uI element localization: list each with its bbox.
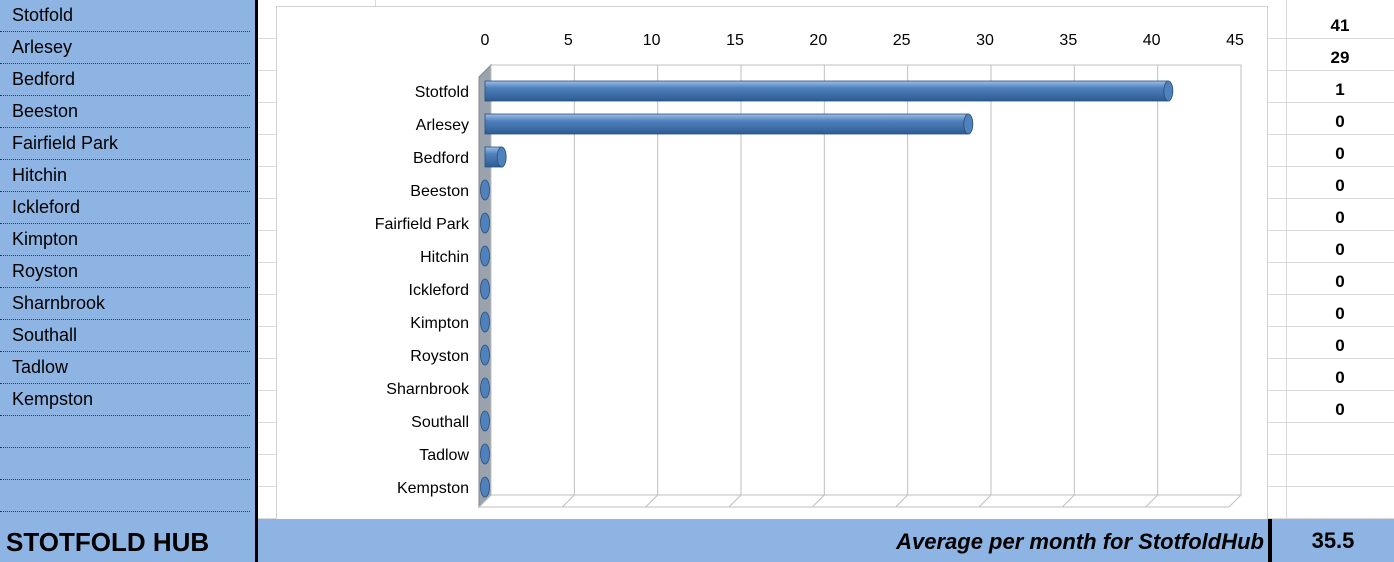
hub-name-cell: Fairfield Park — [0, 128, 250, 160]
value-cell: 0 — [1335, 240, 1345, 259]
bar-end-cap — [480, 212, 490, 234]
hub-name-cell: Southall — [0, 320, 250, 352]
plot-back-wall — [490, 64, 1242, 496]
hub-name-cell: Hitchin — [0, 160, 250, 192]
hub-name-cell: Kempston — [0, 384, 250, 416]
hub-name-cell — [0, 448, 250, 480]
y-category-label: Beeston — [410, 183, 469, 200]
hub-title: STOTFOLD HUB — [6, 527, 210, 557]
bar-end-cap — [480, 245, 490, 267]
x-gridline-depth — [645, 494, 659, 508]
x-tick-label: 30 — [976, 32, 994, 49]
y-category-label: Kimpton — [410, 315, 469, 332]
sheet-column-line — [1286, 0, 1287, 519]
x-tick-label: 15 — [726, 32, 744, 49]
x-gridline-depth — [1061, 494, 1075, 508]
hub-name-cell: Bedford — [0, 64, 250, 96]
hub-name-cell: Tadlow — [0, 352, 250, 384]
hub-name-cell: Stotfold — [0, 0, 250, 32]
y-category-label: Fairfield Park — [375, 216, 470, 233]
bar-chart: 0 5 10 15 20 25 30 35 40 45 Stotfold Arlesey Bedford… — [375, 32, 1244, 509]
value-cell: 0 — [1335, 304, 1345, 323]
hub-name-cell: Sharnbrook — [0, 288, 250, 320]
hub-name-cell: Ickleford — [0, 192, 250, 224]
footer-bar — [258, 519, 1394, 562]
y-category-label: Ickleford — [409, 282, 469, 299]
x-gridline-depth — [728, 494, 742, 508]
bar-end-cap — [480, 278, 490, 300]
bar — [484, 113, 969, 135]
value-cell: 29 — [1330, 48, 1350, 67]
value-cell: 0 — [1335, 176, 1345, 195]
y-category-label: Stotfold — [415, 84, 469, 101]
x-gridline-depth — [1145, 494, 1159, 508]
hub-name-cell: Kimpton — [0, 224, 250, 256]
bar-end-cap — [480, 476, 490, 498]
value-cell: 0 — [1335, 400, 1345, 419]
x-tick-label: 45 — [1226, 32, 1244, 49]
hub-name-cell: Arlesey — [0, 32, 250, 64]
x-tick-label: 0 — [481, 32, 490, 49]
y-category-label: Sharnbrook — [386, 381, 470, 398]
y-category-label: Hitchin — [420, 249, 469, 266]
x-tick-label: 10 — [643, 32, 661, 49]
value-cell: 41 — [1330, 16, 1350, 35]
x-tick-label: 20 — [809, 32, 827, 49]
x-gridline-depth — [811, 494, 825, 508]
hub-name-cell — [0, 480, 250, 512]
bar-end-cap — [480, 377, 490, 399]
y-category-label: Kempston — [397, 480, 469, 497]
y-category-label: Bedford — [413, 150, 469, 167]
footer-divider — [1268, 519, 1272, 562]
y-category-label: Arlesey — [416, 117, 469, 134]
x-tick-label: 25 — [893, 32, 911, 49]
hub-name-cell: Royston — [0, 256, 250, 288]
bar-end-cap — [496, 146, 507, 168]
x-gridline-depth — [561, 494, 575, 508]
hub-name-column: Stotfold Arlesey Bedford Beeston Fairfield P… — [0, 0, 258, 562]
bar-end-cap — [480, 344, 490, 366]
bar-end-cap — [963, 113, 974, 135]
value-cell: 0 — [1335, 368, 1345, 387]
bar-end-cap — [1163, 80, 1174, 102]
chart-area: 0 5 10 15 20 25 30 35 40 45 Stotfold Arlesey Bedford… — [276, 6, 1268, 520]
y-category-label: Royston — [410, 348, 469, 365]
y-category-label: Tadlow — [419, 447, 469, 464]
x-gridline-depth — [478, 494, 492, 508]
average-value: 35.5 — [1311, 528, 1355, 553]
value-cell: 0 — [1335, 144, 1345, 163]
value-cell: 0 — [1335, 272, 1345, 291]
bar-end-cap — [480, 443, 490, 465]
value-cell: 0 — [1335, 112, 1345, 131]
average-label: Average per month for StotfoldHub — [896, 529, 1264, 554]
bar-end-cap — [480, 179, 490, 201]
x-gridline-depth — [978, 494, 992, 508]
hub-name-cell: Beeston — [0, 96, 250, 128]
hub-name-cell — [0, 416, 250, 448]
bar-end-cap — [480, 410, 490, 432]
footer-title-cell — [0, 519, 258, 562]
x-gridline-depth — [1228, 494, 1242, 508]
x-tick-label: 5 — [564, 32, 573, 49]
x-tick-label: 40 — [1143, 32, 1161, 49]
value-cell: 1 — [1335, 80, 1345, 99]
bar — [484, 80, 1169, 102]
bar-end-cap — [480, 311, 490, 333]
x-tick-label: 35 — [1059, 32, 1077, 49]
value-cell: 0 — [1335, 336, 1345, 355]
value-cell: 0 — [1335, 208, 1345, 227]
x-gridline-depth — [895, 494, 909, 508]
y-category-label: Southall — [411, 414, 469, 431]
